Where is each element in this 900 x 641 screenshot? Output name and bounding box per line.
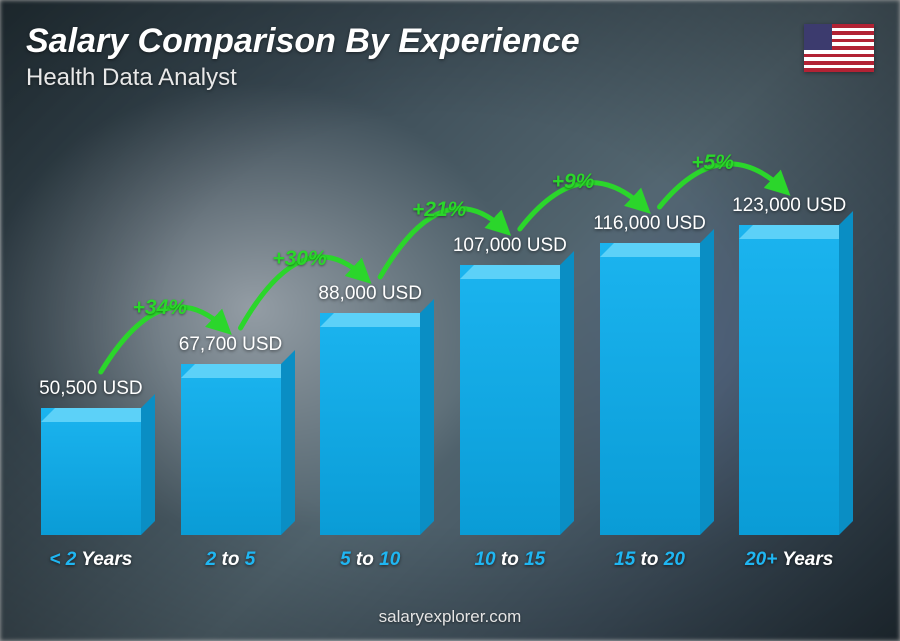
increase-label: +9% (552, 170, 595, 194)
bar-5: 123,000 USD (728, 195, 850, 535)
salary-bar-chart: 50,500 USD 67,700 USD 88,000 USD 107,000 US… (30, 100, 850, 571)
us-flag-icon (804, 24, 874, 72)
categories-container: < 2 Years 2 to 5 5 to 10 10 to 15 15 to 20 20… (30, 549, 850, 571)
category-label: 5 to 10 (309, 549, 431, 571)
bar-value-label: 50,500 USD (39, 378, 143, 400)
bar-value-label: 123,000 USD (732, 195, 846, 217)
footer-credit: salaryexplorer.com (0, 607, 900, 627)
bar-value-label: 116,000 USD (593, 213, 706, 235)
content: Salary Comparison By Experience Health D… (0, 0, 900, 641)
bar-0: 50,500 USD (30, 378, 152, 535)
increase-label: +34% (133, 296, 187, 320)
category-label: 15 to 20 (589, 549, 711, 571)
page-title: Salary Comparison By Experience (26, 22, 580, 61)
category-label: 20+ Years (728, 549, 850, 571)
category-label: < 2 Years (30, 549, 152, 571)
category-label: 2 to 5 (170, 549, 292, 571)
bar-2: 88,000 USD (309, 283, 431, 535)
bar-value-label: 107,000 USD (453, 235, 567, 257)
bar-value-label: 88,000 USD (318, 283, 422, 305)
bar-4: 116,000 USD (589, 213, 711, 535)
bar-3: 107,000 USD (449, 235, 571, 535)
increase-label: +5% (691, 151, 734, 175)
bar-1: 67,700 USD (170, 334, 292, 535)
page-subtitle: Health Data Analyst (26, 64, 237, 92)
category-label: 10 to 15 (449, 549, 571, 571)
bar-value-label: 67,700 USD (179, 334, 283, 356)
increase-label: +21% (412, 198, 466, 222)
increase-label: +30% (272, 247, 326, 271)
